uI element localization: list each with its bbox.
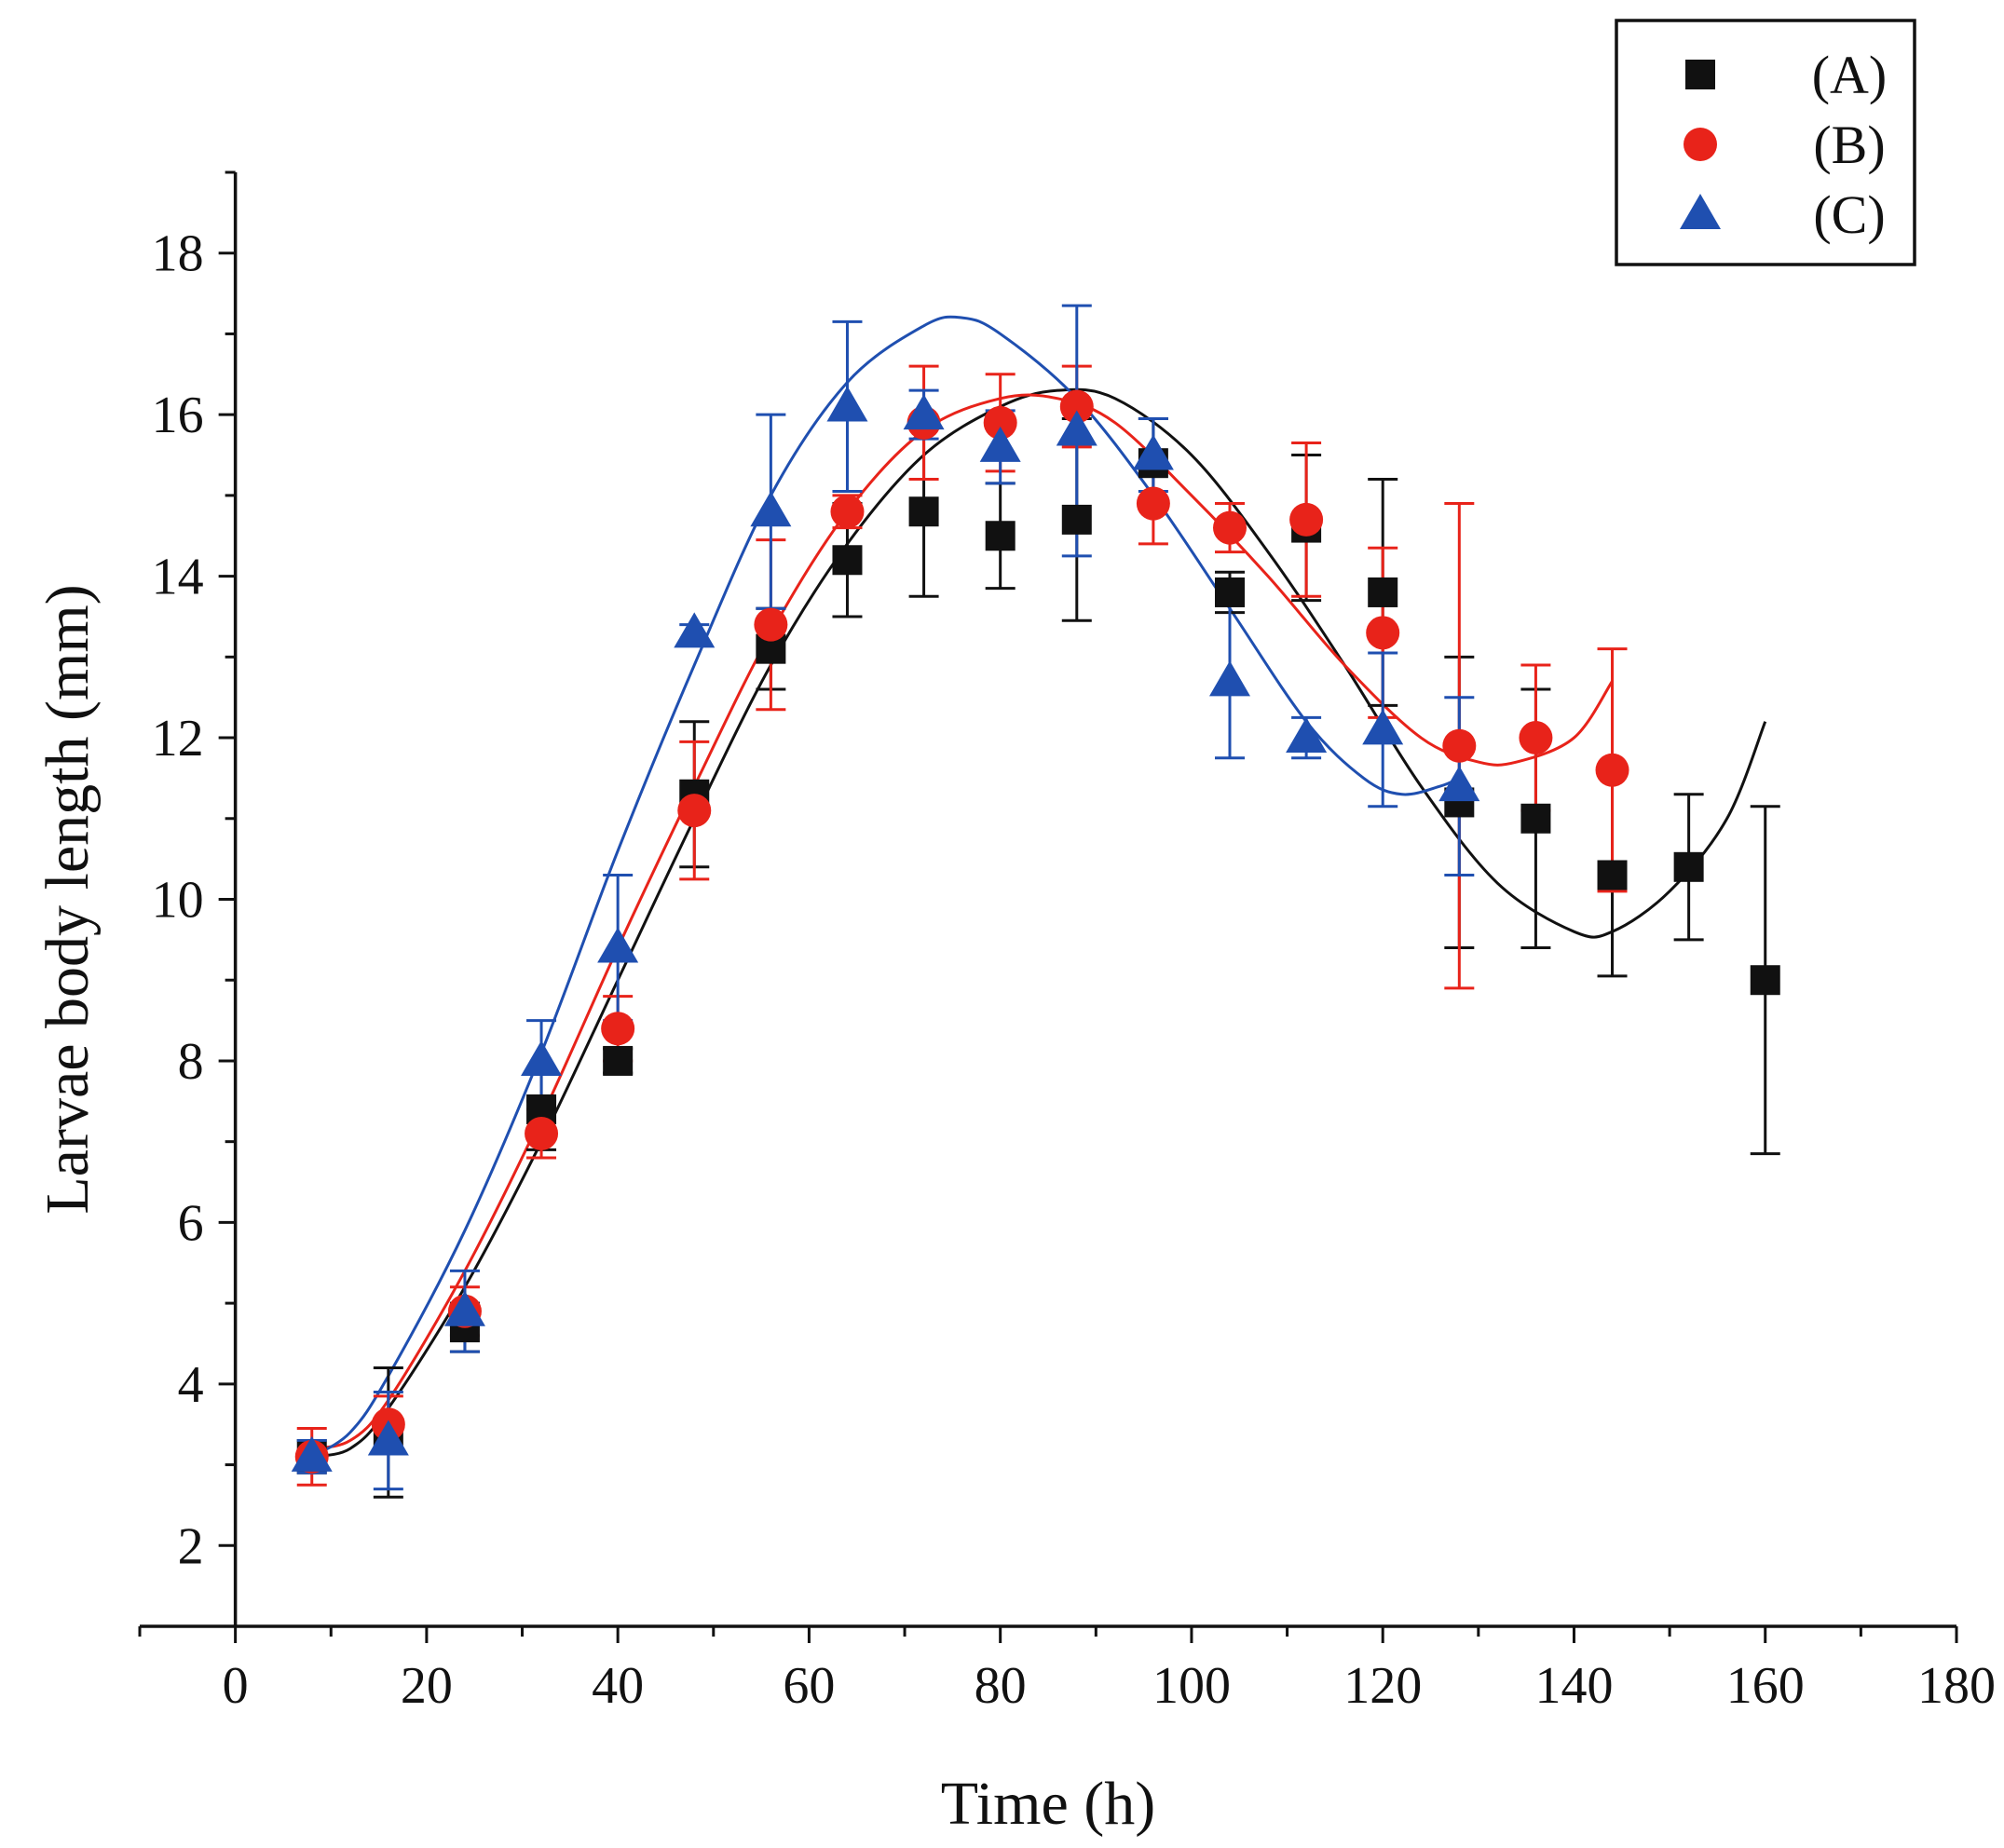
data-point-square bbox=[1520, 803, 1551, 834]
y-tick-label: 10 bbox=[152, 872, 204, 930]
legend-box bbox=[1615, 19, 1916, 266]
legend-marker-circle bbox=[1684, 128, 1717, 161]
y-tick-label: 8 bbox=[178, 1033, 204, 1091]
data-point-square bbox=[1597, 860, 1628, 890]
data-point-circle bbox=[983, 405, 1017, 440]
data-point-square bbox=[1750, 965, 1780, 996]
data-point-triangle bbox=[521, 1040, 563, 1076]
y-axis-title: Larvae body length (mm) bbox=[34, 584, 102, 1214]
data-point-triangle bbox=[291, 1435, 333, 1472]
data-point-triangle bbox=[674, 612, 716, 648]
error-bars bbox=[296, 304, 1780, 1499]
data-point-triangle bbox=[1209, 660, 1250, 697]
x-tick-label: 140 bbox=[1534, 1657, 1613, 1715]
legend-marker-triangle bbox=[1680, 194, 1721, 229]
y-tick-label: 12 bbox=[152, 710, 204, 768]
data-point-triangle bbox=[903, 394, 945, 430]
data-point-circle bbox=[677, 794, 712, 828]
data-point-triangle bbox=[1132, 434, 1174, 470]
data-point-square bbox=[1368, 577, 1398, 607]
data-point-triangle bbox=[1362, 709, 1404, 745]
data-point-circle bbox=[1366, 616, 1400, 650]
data-point-triangle bbox=[367, 1420, 409, 1456]
x-tick-label: 180 bbox=[1917, 1657, 1996, 1715]
data-point-square bbox=[1061, 504, 1092, 535]
data-point-triangle bbox=[1438, 766, 1480, 802]
data-point-triangle bbox=[826, 386, 868, 422]
data-point-triangle bbox=[443, 1290, 485, 1326]
y-tick-label: 18 bbox=[152, 225, 204, 283]
x-axis-title: Time (h) bbox=[941, 1770, 1155, 1838]
data-point-circle bbox=[1519, 721, 1553, 755]
x-tick-label: 0 bbox=[223, 1657, 249, 1715]
fit-curve-square bbox=[311, 387, 1767, 1459]
legend: (A) (B) (C) bbox=[1615, 19, 1916, 266]
fit-curve-triangle bbox=[310, 315, 1460, 1459]
data-point-circle bbox=[601, 1012, 635, 1046]
y-tick-label: 6 bbox=[178, 1194, 204, 1252]
y-tick-label: 14 bbox=[152, 549, 204, 606]
fit-curves bbox=[310, 315, 1767, 1459]
legend-marker-square bbox=[1685, 60, 1715, 89]
x-tick-label: 120 bbox=[1343, 1657, 1422, 1715]
x-tick-label: 20 bbox=[401, 1657, 453, 1715]
y-tick-label: 2 bbox=[178, 1517, 204, 1575]
data-point-triangle bbox=[1056, 410, 1097, 446]
x-tick-label: 80 bbox=[975, 1657, 1027, 1715]
data-point-circle bbox=[1442, 728, 1477, 763]
x-tick-label: 100 bbox=[1152, 1657, 1231, 1715]
x-tick-label: 160 bbox=[1726, 1657, 1805, 1715]
legend-label: (C) bbox=[1813, 184, 1885, 245]
data-point-circle bbox=[1136, 486, 1170, 521]
data-point-square bbox=[832, 545, 863, 576]
y-tick-label: 16 bbox=[152, 387, 204, 444]
axes: 0 20 40 60 80 100 120 140 160 180 2 4 6 8 10 12 14 16 18 bbox=[138, 170, 1996, 1715]
legend-label: (A) bbox=[1812, 45, 1888, 105]
data-point-square bbox=[1215, 577, 1245, 607]
data-markers bbox=[291, 386, 1780, 1474]
data-point-circle bbox=[1213, 510, 1247, 545]
data-point-triangle bbox=[597, 927, 639, 963]
legend-label: (B) bbox=[1813, 115, 1885, 175]
data-point-circle bbox=[754, 607, 788, 642]
fit-curve-circle bbox=[311, 393, 1614, 1450]
data-point-circle bbox=[830, 495, 865, 529]
data-point-circle bbox=[525, 1116, 559, 1150]
data-point-triangle bbox=[750, 491, 792, 527]
data-point-square bbox=[1673, 851, 1704, 882]
data-point-square bbox=[985, 521, 1016, 551]
data-point-square bbox=[603, 1045, 634, 1076]
data-point-circle bbox=[1289, 502, 1324, 537]
data-point-circle bbox=[1059, 389, 1094, 424]
x-tick-label: 60 bbox=[783, 1657, 835, 1715]
data-point-triangle bbox=[1286, 717, 1328, 754]
data-point-circle bbox=[1595, 753, 1629, 787]
data-point-square bbox=[908, 496, 939, 527]
data-point-triangle bbox=[979, 426, 1021, 462]
x-tick-label: 40 bbox=[592, 1657, 644, 1715]
y-tick-label: 4 bbox=[178, 1356, 204, 1414]
